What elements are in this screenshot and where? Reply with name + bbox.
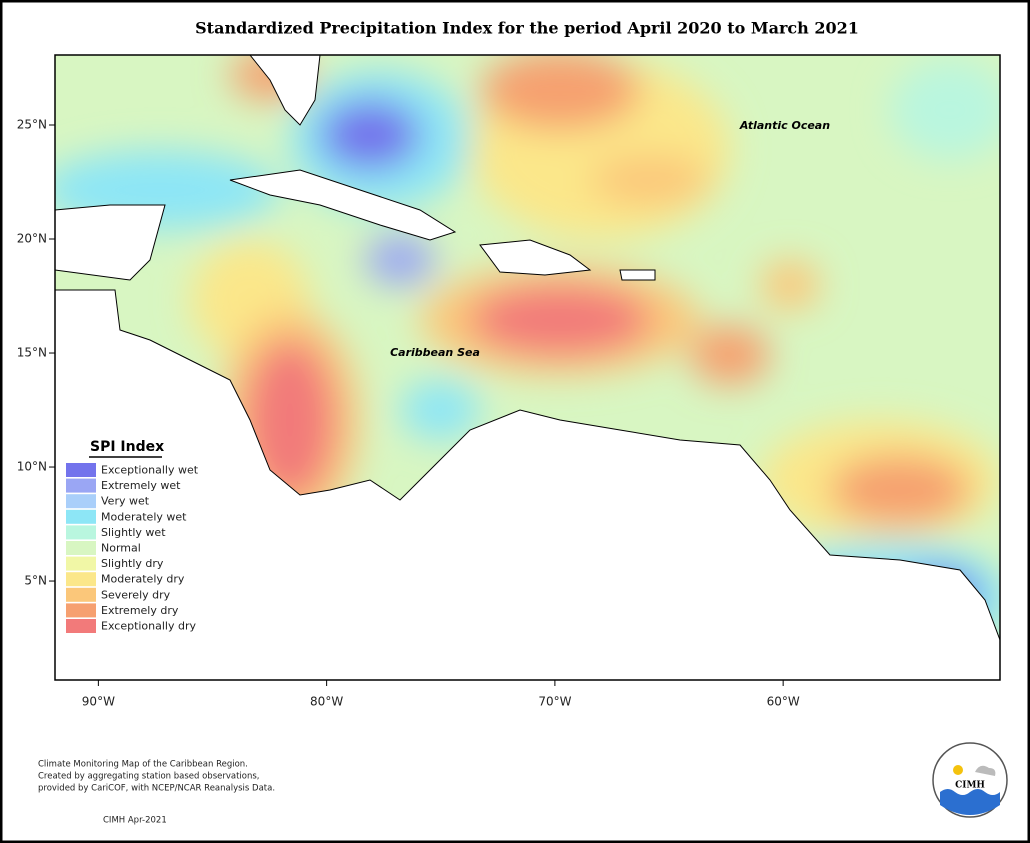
footer-credit: CIMH Apr-2021 xyxy=(103,816,167,826)
y-tick-label: 15°N xyxy=(17,346,47,360)
legend-label: Normal xyxy=(101,542,141,555)
sea-label: Caribbean Sea xyxy=(390,346,480,359)
legend-swatch xyxy=(66,525,96,540)
legend-label: Slightly dry xyxy=(101,557,164,570)
footer-line: Created by aggregating station based obs… xyxy=(38,772,260,782)
ocean-label: Atlantic Ocean xyxy=(739,119,830,132)
y-tick-label: 20°N xyxy=(17,232,47,246)
legend-swatch xyxy=(66,463,96,477)
legend-label: Severely dry xyxy=(101,588,171,601)
y-tick-label: 5°N xyxy=(24,574,47,588)
footer-line: provided by CariCOF, with NCEP/NCAR Rean… xyxy=(38,784,275,794)
legend-swatch xyxy=(66,587,96,602)
legend-label: Exceptionally dry xyxy=(101,620,196,633)
logo-label: CIMH xyxy=(955,781,985,791)
x-tick-label: 70°W xyxy=(538,695,571,709)
legend-label: Extremely wet xyxy=(101,479,181,492)
legend-swatch xyxy=(66,509,96,524)
logo: CIMH xyxy=(932,742,1008,818)
legend-label: Slightly wet xyxy=(101,526,166,539)
legend-swatch xyxy=(66,556,96,571)
y-tick-label: 25°N xyxy=(17,118,47,132)
legend-label: Exceptionally wet xyxy=(101,464,199,477)
map xyxy=(55,55,1000,680)
map-border xyxy=(54,54,1001,681)
footer: Climate Monitoring Map of the Caribbean … xyxy=(38,760,275,826)
legend-label: Very wet xyxy=(101,495,150,508)
legend-label: Extremely dry xyxy=(101,604,179,617)
legend-label: Moderately wet xyxy=(101,510,187,523)
legend-swatch xyxy=(66,494,96,509)
x-tick-label: 80°W xyxy=(310,695,343,709)
x-tick-label: 90°W xyxy=(82,695,115,709)
legend-swatch xyxy=(66,572,96,587)
legend-swatch xyxy=(66,478,96,493)
legend-swatch xyxy=(66,541,96,555)
legend-swatch xyxy=(66,619,96,633)
legend-title: SPI Index xyxy=(90,439,164,455)
y-tick-label: 10°N xyxy=(17,460,47,474)
legend-items: Exceptionally wet Extremely wet Very wet Mo… xyxy=(66,463,199,633)
legend-swatch xyxy=(66,603,96,618)
legend-label: Moderately dry xyxy=(101,573,185,586)
map-title: Standardized Precipitation Index for the… xyxy=(195,19,859,38)
footer-line: Climate Monitoring Map of the Caribbean … xyxy=(38,760,248,770)
legend: SPI Index Exceptionally wet Extremely wet… xyxy=(66,439,199,633)
x-tick-label: 60°W xyxy=(767,695,800,709)
